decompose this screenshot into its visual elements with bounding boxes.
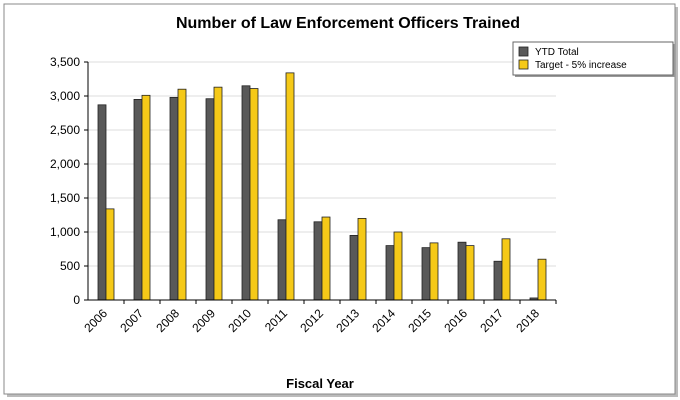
legend-swatch	[518, 59, 529, 70]
bar	[457, 241, 467, 301]
bar	[357, 217, 367, 301]
bar	[393, 231, 403, 301]
y-tick-label: 0	[73, 293, 80, 307]
legend-label: Target - 5% increase	[535, 60, 627, 71]
y-tick-label: 1,000	[50, 225, 80, 239]
x-axis-title: Fiscal Year	[286, 376, 354, 391]
y-tick-label: 500	[60, 259, 80, 273]
bar	[493, 260, 503, 301]
legend-label: YTD Total	[535, 47, 579, 58]
bar	[141, 94, 151, 301]
y-tick-label: 1,500	[50, 191, 80, 205]
y-tick-label: 3,000	[50, 89, 80, 103]
y-tick-label: 3,500	[50, 55, 80, 69]
bar	[349, 234, 359, 301]
bar	[241, 85, 251, 301]
bar	[177, 88, 187, 301]
bar	[537, 258, 547, 301]
bar	[277, 219, 287, 301]
bar	[213, 86, 223, 301]
y-tick-label: 2,000	[50, 157, 80, 171]
bar	[133, 99, 143, 301]
chart-title: Number of Law Enforcement Officers Train…	[176, 15, 520, 32]
bar	[421, 247, 431, 301]
bar	[465, 245, 475, 301]
bar	[501, 238, 511, 301]
bar	[205, 98, 215, 301]
bar	[313, 221, 323, 301]
bar	[385, 245, 395, 301]
bar	[97, 104, 107, 301]
bar	[429, 242, 439, 301]
legend-swatch	[518, 46, 529, 57]
bar	[105, 208, 115, 301]
bar	[285, 72, 295, 301]
bar	[321, 216, 331, 301]
y-tick-label: 2,500	[50, 123, 80, 137]
bar	[169, 96, 179, 301]
legend-box	[512, 41, 674, 76]
bar	[249, 88, 259, 301]
